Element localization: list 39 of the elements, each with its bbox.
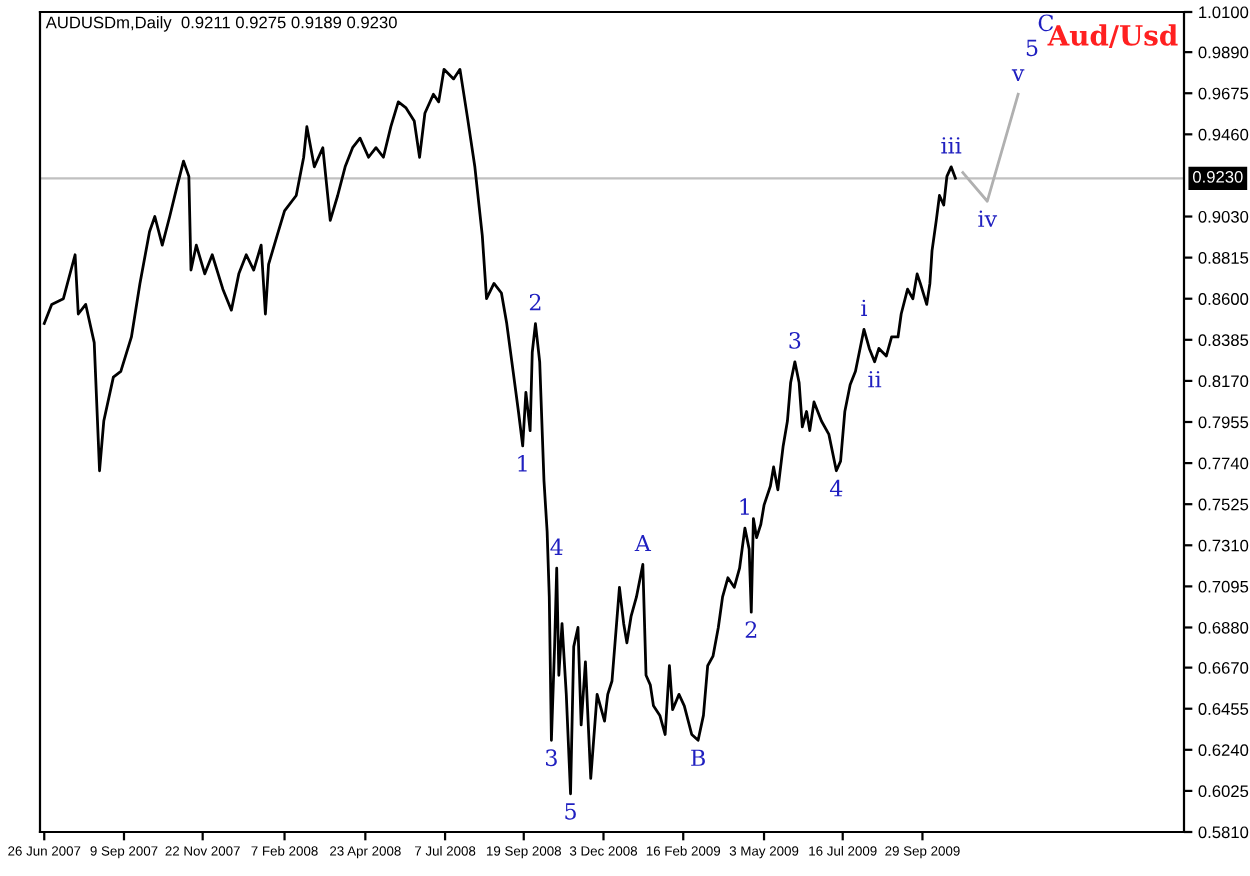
- y-tick-label: 0.9460: [1198, 128, 1249, 141]
- y-tick-label: 0.6025: [1198, 785, 1249, 798]
- annotation: 5: [565, 803, 576, 820]
- annotation: v: [1011, 69, 1025, 81]
- y-tick-label: 0.8385: [1198, 334, 1249, 347]
- annotation: 4: [550, 538, 563, 555]
- annotation: 5: [1026, 39, 1038, 57]
- y-tick-label: 0.7740: [1198, 457, 1249, 470]
- y-tick-label: 0.6670: [1198, 662, 1249, 674]
- annotation: i: [861, 299, 868, 316]
- y-tick-label: 0.8600: [1198, 293, 1249, 305]
- annotation: iii: [941, 137, 962, 154]
- y-tick-label: 0.6455: [1198, 703, 1249, 715]
- y-tick-label: 0.9675: [1198, 87, 1249, 100]
- y-tick-label: 0.7525: [1198, 498, 1249, 511]
- annotation: ii: [868, 371, 882, 388]
- y-tick-label: 0.8815: [1198, 252, 1249, 264]
- annotation: 2: [529, 293, 541, 311]
- annotation: B: [691, 749, 705, 766]
- y-tick-label: 0.8170: [1198, 375, 1249, 388]
- y-tick-label: 0.7310: [1198, 539, 1249, 552]
- y-tick-label: 0.6880: [1198, 621, 1249, 634]
- y-tick-label: 0.6240: [1198, 744, 1249, 757]
- annotation: A: [634, 534, 652, 552]
- annotation: 1: [740, 498, 749, 515]
- y-tick-label: 0.9890: [1198, 46, 1249, 59]
- y-tick-label: 0.5810: [1198, 826, 1249, 839]
- annotation: 4: [829, 479, 843, 497]
- y-tick-label: 0.7095: [1198, 580, 1249, 593]
- y-tick-label: 1.0100: [1199, 6, 1249, 19]
- annotation: iv: [978, 210, 998, 227]
- annotation: 1: [518, 454, 527, 472]
- ref-line-label: 0.9230: [1192, 170, 1243, 183]
- y-tick-label: 0.9030: [1198, 210, 1249, 223]
- chart-title: AUDUSDm,Daily 0.9211 0.9275 0.9189 0.9230: [45, 16, 397, 32]
- annotation: 2: [745, 621, 757, 638]
- annotation: 3: [546, 749, 557, 767]
- y-tick-label: 0.7955: [1198, 416, 1249, 429]
- annotation: 3: [789, 331, 801, 349]
